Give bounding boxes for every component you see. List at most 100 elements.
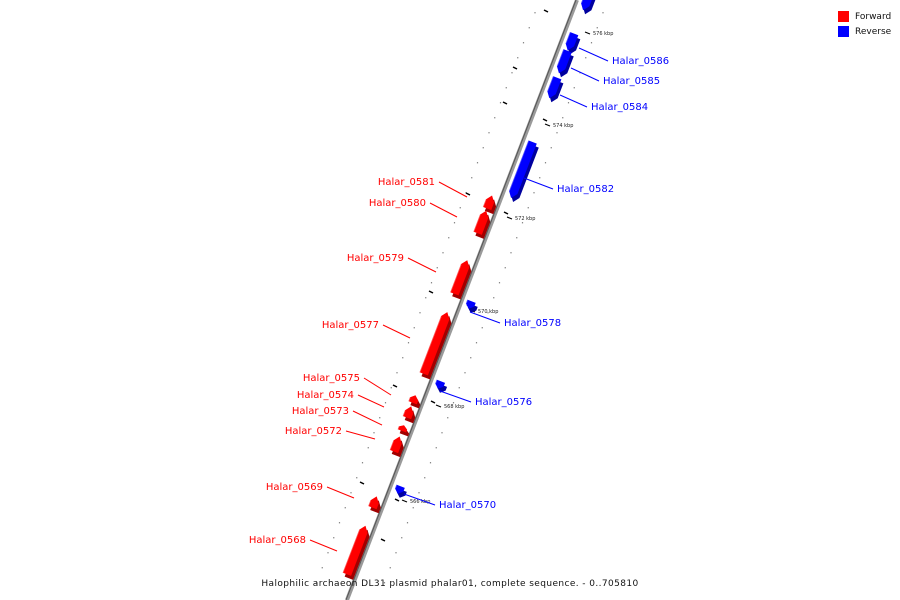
guide-dot	[493, 297, 495, 299]
gene-halar_0569[interactable]: Halar_0569	[266, 482, 381, 514]
gene-halar_0584[interactable]: Halar_0584	[546, 75, 648, 113]
gene-highlight	[580, 0, 583, 4]
guide-dot	[573, 87, 575, 89]
gene-label[interactable]: Halar_0577	[322, 320, 379, 331]
gene-label[interactable]: Halar_0569	[266, 482, 323, 493]
guide-dot	[424, 477, 426, 479]
gene-halar_0572[interactable]: Halar_0572	[285, 426, 404, 458]
scale-tick	[359, 481, 365, 485]
gene-halar_0568[interactable]: Halar_0568	[249, 525, 370, 580]
gene-label[interactable]: Halar_0584	[591, 102, 648, 113]
guide-dot	[412, 507, 414, 509]
gene-highlight	[465, 299, 469, 304]
guide-dot	[511, 72, 513, 74]
guide-dot	[544, 162, 547, 164]
gene-arrow[interactable]	[581, 0, 595, 11]
gene-arrow[interactable]	[482, 195, 495, 211]
guide-dot	[465, 192, 467, 194]
gene-label[interactable]: Halar_0576	[475, 397, 532, 408]
gene-halar_0582[interactable]: Halar_0582	[508, 140, 614, 203]
guide-dot	[389, 567, 391, 569]
gene-arrow[interactable]	[556, 49, 572, 74]
gene-halar_0573[interactable]: Halar_0573	[292, 406, 410, 437]
scale-label: 566 kbp	[410, 499, 430, 505]
gene-arrow[interactable]	[435, 379, 446, 389]
guide-dot	[361, 462, 364, 464]
gene-arrow[interactable]	[402, 406, 414, 420]
guide-dot	[464, 372, 466, 374]
gene-halar_0575[interactable]: Halar_0575	[303, 373, 421, 409]
guide-dot	[315, 582, 318, 584]
gene-leader-line	[326, 486, 355, 499]
gene-label[interactable]: Halar_0580	[369, 198, 426, 209]
scale-tick	[465, 192, 471, 196]
gene-arrow[interactable]	[419, 312, 450, 376]
guide-dot	[459, 207, 461, 209]
scale-tick	[512, 66, 518, 70]
guide-dot	[373, 432, 375, 434]
guide-dot	[441, 432, 443, 434]
gene-halar_0578[interactable]: Halar_0578	[465, 299, 561, 329]
guide-dot	[436, 267, 438, 269]
gene-arrow[interactable]	[509, 140, 537, 199]
gene-arrow[interactable]	[450, 260, 470, 296]
gene-label[interactable]: Halar_0572	[285, 426, 342, 437]
gene-label[interactable]: Halar_0585	[603, 76, 660, 87]
guide-dot	[430, 282, 433, 284]
guide-dot	[447, 417, 449, 419]
gene-label[interactable]: Halar_0574	[297, 390, 354, 401]
gene-arrow[interactable]	[408, 395, 419, 405]
gene-label[interactable]: Halar_0579	[347, 253, 404, 264]
gene-highlight	[394, 484, 398, 489]
sequence-axis	[345, 0, 579, 600]
gene-halar_0586[interactable]: Halar_0586	[564, 31, 670, 67]
gene-halar_0580[interactable]: Halar_0580	[369, 198, 491, 239]
guide-dot	[470, 357, 472, 359]
guide-dot	[407, 342, 410, 344]
guide-dot	[504, 267, 506, 269]
gene-halar_0574[interactable]: Halar_0574	[297, 390, 416, 424]
guide-dot	[452, 402, 455, 404]
gene-arrow[interactable]	[389, 436, 402, 454]
gene-label[interactable]: Halar_0568	[249, 535, 306, 546]
gene-label[interactable]: Halar_0573	[292, 406, 349, 417]
gene-halar_0581[interactable]: Halar_0581	[378, 177, 497, 215]
gene-label[interactable]: Halar_0582	[557, 184, 614, 195]
scale-label: 572 kbp	[515, 216, 535, 222]
gene-label[interactable]: Halar_0586	[612, 56, 669, 67]
gene-highlight	[508, 140, 530, 192]
gene-arrow[interactable]	[397, 425, 408, 433]
gene-highlight	[407, 397, 411, 402]
gene-partial[interactable]	[580, 0, 597, 15]
scale-tick	[380, 538, 386, 542]
scale-tick	[430, 400, 436, 404]
gene-label[interactable]: Halar_0570	[439, 500, 496, 511]
reverse-swatch	[838, 26, 849, 37]
scale-tick	[584, 31, 591, 35]
gene-halar_0585[interactable]: Halar_0585	[556, 48, 660, 87]
guide-dot	[333, 537, 335, 539]
gene-label[interactable]: Halar_0578	[504, 318, 561, 329]
guide-dot	[567, 102, 570, 104]
gene-label[interactable]: Halar_0581	[378, 177, 435, 188]
gene-arrow[interactable]	[368, 496, 379, 510]
guide-dot	[516, 237, 518, 239]
guide-dot	[338, 522, 341, 524]
gene-label[interactable]: Halar_0575	[303, 373, 360, 384]
gene-halar_0576[interactable]: Halar_0576	[434, 379, 532, 408]
gene-arrow[interactable]	[342, 525, 368, 576]
gene-arrow[interactable]	[565, 31, 579, 51]
gene-halar_0577[interactable]: Halar_0577	[322, 312, 452, 380]
guide-dot	[406, 522, 409, 524]
gene-highlight	[482, 199, 487, 208]
gene-arrow[interactable]	[473, 210, 489, 235]
gene-halar_0570[interactable]: Halar_0570	[394, 484, 496, 511]
gene-highlight	[367, 500, 372, 507]
gene-arrow[interactable]	[465, 299, 476, 309]
gene-halar_0579[interactable]: Halar_0579	[347, 253, 472, 300]
gene-arrow[interactable]	[394, 484, 405, 494]
gene-leader-line	[429, 202, 458, 218]
gene-arrow[interactable]	[547, 76, 562, 99]
guide-dot	[481, 327, 483, 329]
